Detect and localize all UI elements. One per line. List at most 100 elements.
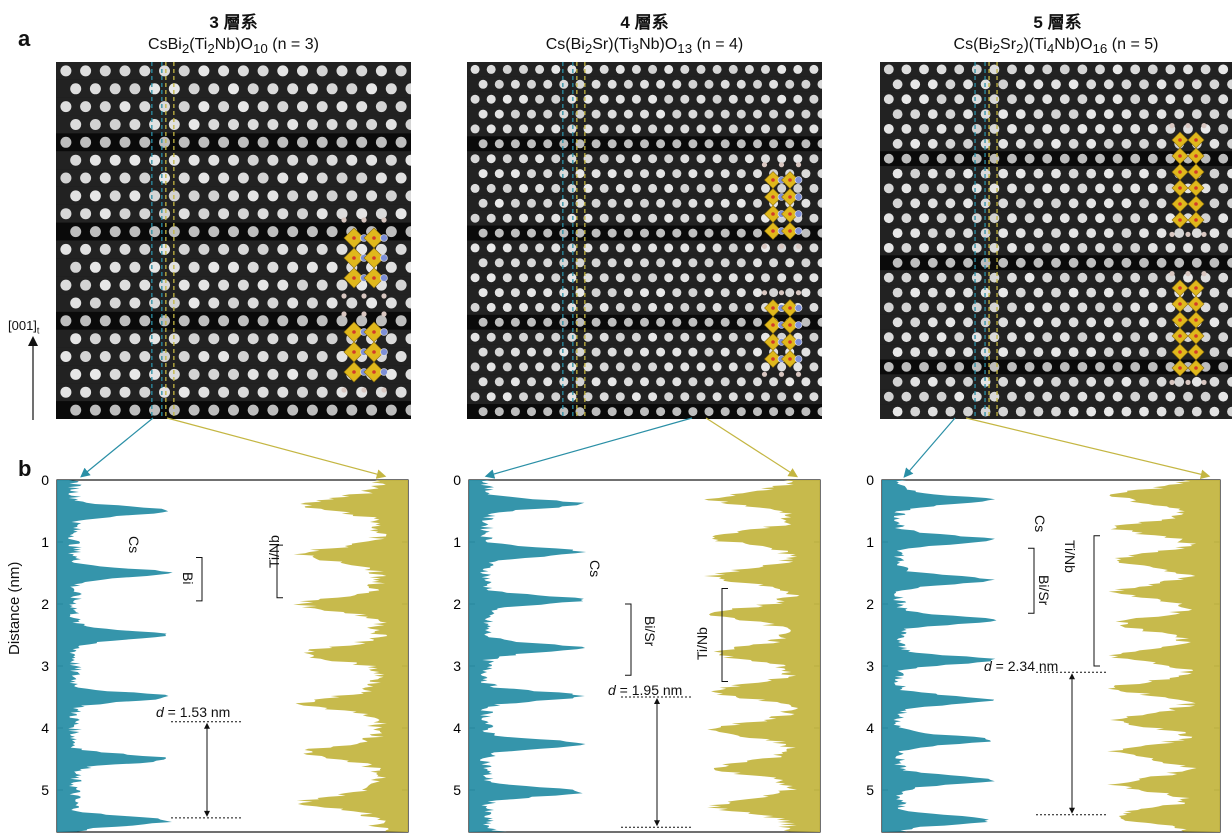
stem-atom (356, 101, 368, 113)
stem-atom (712, 94, 722, 104)
stem-atom (494, 198, 504, 208)
stem-atom (1156, 198, 1167, 209)
stem-atom (149, 190, 161, 202)
stem-band (880, 240, 1232, 256)
cs-atom (795, 371, 802, 377)
cs-atom (1201, 379, 1207, 385)
stem-atom (607, 169, 617, 179)
stem-atom (1209, 347, 1220, 357)
stem-atom (1024, 362, 1035, 372)
stem-atom (1218, 183, 1229, 194)
stem-atom (623, 407, 633, 417)
stem-atom (1103, 79, 1114, 90)
stem-atom (720, 377, 730, 387)
stem-atom (1218, 332, 1229, 343)
stem-atom (385, 190, 397, 202)
stem-atom (519, 154, 528, 164)
stem-atom (257, 172, 269, 184)
stem-atom (1112, 213, 1123, 224)
stem-atom (901, 153, 912, 164)
stem-band (880, 151, 1232, 167)
stem-atom (1165, 243, 1176, 253)
stem-atom (1227, 287, 1232, 298)
stem-atom (980, 168, 991, 179)
center-atom (372, 350, 376, 354)
stem-atom (494, 139, 504, 149)
stem-atom (1059, 64, 1070, 75)
stem-atom (777, 124, 787, 134)
stem-atom (591, 288, 601, 298)
stem-atom (535, 94, 545, 104)
stem-atom (287, 297, 299, 309)
stem-atom (527, 258, 536, 268)
bi-atom (794, 210, 803, 218)
stem-atom (1227, 347, 1232, 357)
cs-atom (1169, 271, 1175, 277)
stem-atom (648, 154, 658, 164)
stem-atom (575, 377, 585, 387)
stem-atom (901, 94, 912, 105)
stem-atom (405, 119, 411, 130)
stem-atom (623, 317, 633, 327)
stem-atom (583, 302, 593, 312)
stem-atom (1077, 302, 1088, 313)
stem-atom (510, 317, 520, 327)
stem-atom (543, 79, 553, 89)
stem-atom (631, 273, 641, 283)
stem-atom (510, 79, 520, 89)
y-tick-label: 3 (866, 658, 874, 674)
stem-atom (971, 124, 982, 134)
stem-atom (356, 172, 368, 184)
stem-atom (575, 198, 585, 208)
stem-atom (109, 333, 121, 345)
gold-profile (293, 480, 408, 832)
stem-atom (785, 288, 795, 298)
stem-atom (405, 226, 411, 238)
bracket (1028, 547, 1035, 614)
stem-atom (1033, 79, 1044, 90)
stem-atom (998, 109, 1009, 119)
center-atom (372, 370, 376, 374)
stem-atom (631, 64, 641, 74)
stem-atom (998, 317, 1009, 328)
y-tick-label: 1 (41, 534, 49, 550)
stem-atom (567, 124, 577, 134)
stem-atom (591, 139, 601, 149)
stem-atom (1209, 109, 1220, 119)
stem-atom (1033, 168, 1044, 179)
stem-atom (919, 94, 929, 105)
stem-atom (535, 154, 545, 164)
y-tick-label: 0 (41, 472, 49, 488)
stem-atom (883, 64, 894, 75)
stem-atom (809, 124, 819, 134)
stem-atom (1051, 168, 1061, 179)
stem-atom (1007, 302, 1017, 313)
stem-atom (494, 288, 504, 298)
cyan-profile (469, 480, 587, 832)
stem-atom (901, 124, 912, 134)
stem-atom (99, 208, 111, 220)
stem-atom (1130, 362, 1141, 372)
stem-atom (208, 261, 220, 273)
stem-atom (1112, 302, 1123, 313)
stem-atom (963, 109, 973, 119)
y-tick-label: 4 (453, 720, 461, 736)
stem-atom (510, 407, 520, 417)
stem-atom (1209, 228, 1220, 239)
stem-atom (149, 333, 161, 345)
bracket (276, 544, 283, 599)
stem-atom (297, 243, 308, 255)
stem-atom (375, 101, 387, 113)
stem-atom (559, 139, 569, 149)
stem-atom (809, 273, 819, 283)
stem-atom (316, 243, 328, 255)
stem-atom (927, 138, 938, 149)
stem-atom (998, 347, 1009, 357)
stem-atom (478, 228, 488, 238)
stem-atom (198, 65, 210, 77)
stem-atom (139, 351, 151, 362)
stem-atom (583, 183, 593, 193)
stem-atom (198, 208, 210, 220)
stem-atom (1095, 362, 1105, 372)
stem-atom (551, 362, 561, 372)
